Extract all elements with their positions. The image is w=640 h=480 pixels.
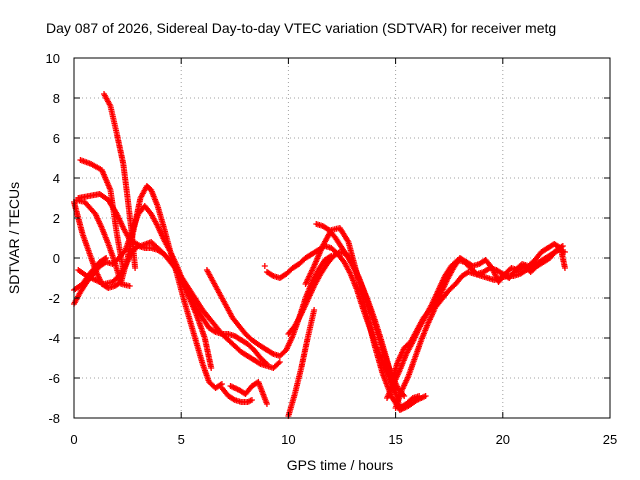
data-point <box>217 381 224 388</box>
data-point <box>248 397 255 403</box>
data-point <box>132 265 139 271</box>
data-point <box>263 401 270 407</box>
data-point <box>247 397 254 404</box>
data-point <box>208 365 215 371</box>
data-point <box>101 255 108 262</box>
y-tick-label: -8 <box>48 411 60 426</box>
series-track-20 <box>261 263 268 269</box>
series-track-11 <box>203 253 335 359</box>
data-point <box>211 328 218 335</box>
y-tick-label: 4 <box>53 171 60 186</box>
data-point <box>311 307 318 313</box>
y-axis-label: SDTVAR / TECUs <box>6 182 22 294</box>
data-point <box>269 350 276 357</box>
data-point <box>558 243 565 250</box>
grid-lines <box>74 58 610 418</box>
data-point <box>561 265 568 271</box>
data-points <box>71 91 568 419</box>
chart-title: Day 087 of 2026, Sidereal Day-to-day VTE… <box>46 20 556 36</box>
series-track-6 <box>71 203 270 367</box>
y-tick-label: 6 <box>53 131 60 146</box>
data-point <box>416 393 423 399</box>
x-tick-label: 10 <box>281 432 295 447</box>
x-tick-label: 15 <box>388 432 402 447</box>
y-tick-label: 10 <box>46 51 60 66</box>
x-tick-label: 5 <box>178 432 185 447</box>
x-axis-label: GPS time / hours <box>287 457 394 473</box>
y-tick-label: -6 <box>48 371 60 386</box>
y-tick-label: -2 <box>48 291 60 306</box>
series-track-12 <box>263 243 399 397</box>
data-point <box>559 243 566 249</box>
data-point <box>261 263 268 269</box>
data-point <box>561 249 568 255</box>
x-tick-label: 0 <box>70 432 77 447</box>
series-track-15 <box>302 225 429 413</box>
data-point <box>422 393 429 399</box>
data-point <box>246 398 253 405</box>
data-point <box>256 360 263 367</box>
series-track-7 <box>75 243 283 371</box>
x-tick-label: 20 <box>496 432 510 447</box>
axis-ticks: 0 5 10 15 20 25 -8 -6 -4 -2 0 2 4 6 8 10 <box>46 51 618 447</box>
y-tick-label: -4 <box>48 331 60 346</box>
series-track-10 <box>227 379 270 407</box>
series-track-14 <box>285 307 318 419</box>
y-tick-label: 0 <box>53 251 60 266</box>
data-point <box>276 359 283 365</box>
x-tick-label: 25 <box>603 432 617 447</box>
series-track-16 <box>313 221 423 411</box>
plot-frame <box>73 57 611 419</box>
series-track-8 <box>71 255 110 293</box>
data-point <box>275 360 282 367</box>
data-point <box>126 283 133 289</box>
y-tick-label: 8 <box>53 91 60 106</box>
y-tick-label: 2 <box>53 211 60 226</box>
series-track-2 <box>77 157 127 273</box>
data-point <box>230 396 237 403</box>
data-point <box>269 272 276 279</box>
series-track-9 <box>218 385 255 405</box>
data-point <box>103 255 110 261</box>
series-track-19 <box>392 243 566 411</box>
